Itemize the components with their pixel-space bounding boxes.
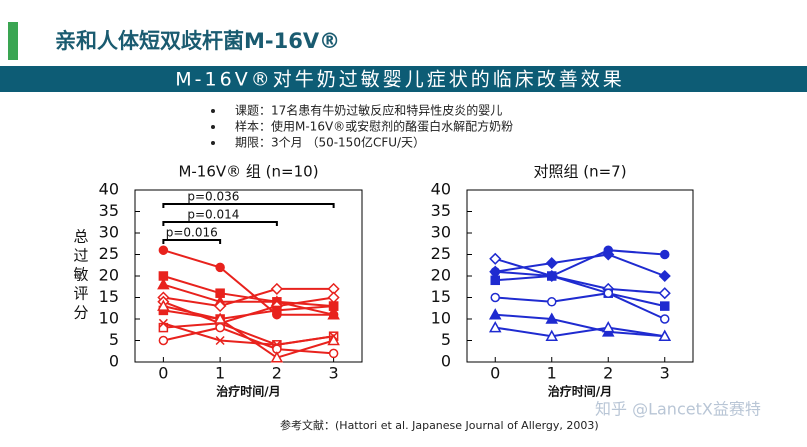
x-tick-label: 1	[547, 364, 557, 383]
y-tick-label: 30	[431, 223, 451, 242]
marker	[545, 257, 558, 270]
banner-title: M-16V®对牛奶过敏婴儿症状的临床改善效果	[175, 69, 624, 91]
series-line	[163, 287, 334, 308]
y-tick-label: 35	[431, 201, 451, 220]
watermark: 知乎 @LancetX益赛特	[595, 400, 761, 419]
series-line	[495, 326, 665, 338]
marker	[547, 271, 557, 281]
bullet-dot	[211, 125, 215, 129]
y-tick-label: 10	[99, 309, 119, 328]
x-axis-label: 治疗时间/月	[216, 384, 280, 399]
bullet-dot	[211, 109, 215, 113]
marker	[327, 291, 340, 304]
marker	[601, 321, 615, 333]
y-tick-label: 5	[441, 330, 451, 349]
accent-bar	[8, 22, 18, 60]
marker	[603, 288, 613, 298]
series-line	[495, 274, 665, 308]
marker	[660, 249, 670, 260]
marker	[488, 321, 502, 333]
marker	[489, 265, 502, 278]
p-value: p=0.014	[187, 208, 239, 222]
series-line	[163, 305, 334, 359]
x-tick-label: 2	[603, 364, 613, 383]
marker	[547, 297, 557, 307]
marker	[658, 287, 671, 300]
chart-title: M-16V® 组 (n=10)	[178, 163, 318, 181]
x-tick-label: 1	[215, 364, 225, 383]
y-tick-label: 10	[431, 309, 451, 328]
marker	[489, 252, 502, 265]
y-tick-label: 35	[99, 201, 119, 220]
y-axis-label: 总过敏评分	[72, 229, 90, 324]
y-tick-label: 40	[431, 180, 451, 199]
series-line	[495, 292, 666, 320]
marker	[327, 333, 340, 346]
x-tick-label: 3	[329, 364, 339, 383]
bullet-text: 课题：17名患有牛奶过敏反应和特异性皮炎的婴儿	[235, 103, 502, 118]
y-tick-label: 20	[431, 266, 451, 285]
marker	[490, 292, 500, 303]
y-tick-label: 25	[431, 244, 451, 263]
y-tick-label: 25	[99, 244, 119, 263]
marker	[214, 300, 227, 313]
y-tick-label: 15	[99, 287, 119, 306]
significance-bracket	[162, 221, 278, 226]
marker	[158, 318, 168, 328]
series-line	[163, 305, 334, 321]
marker	[328, 348, 339, 359]
y-tick-label: 15	[431, 287, 451, 306]
marker	[660, 301, 670, 311]
x-tick-label: 0	[490, 364, 500, 383]
x-tick-label: 3	[660, 364, 670, 383]
marker	[545, 329, 559, 341]
marker	[213, 312, 227, 324]
marker	[215, 322, 225, 333]
x-axis-label: 治疗时间/月	[548, 384, 612, 399]
series-line	[495, 249, 665, 278]
marker	[327, 308, 340, 320]
y-tick-label: 5	[109, 330, 119, 349]
y-tick-label: 0	[109, 352, 119, 371]
marker	[158, 245, 169, 255]
y-tick-label: 0	[441, 352, 451, 371]
marker	[215, 335, 225, 346]
bullet-text: 样本：使用M-16V®或安慰剂的酪蛋白水解配方奶粉	[235, 119, 513, 134]
series-line	[163, 322, 334, 346]
series-line	[495, 313, 665, 338]
bullet-text: 期限：3个月 （50-150亿CFU/天）	[235, 135, 425, 150]
marker	[602, 248, 615, 261]
marker	[157, 278, 170, 290]
marker	[660, 314, 670, 324]
marker	[658, 269, 671, 283]
x-tick-label: 2	[272, 364, 282, 383]
marker	[658, 329, 672, 341]
marker	[272, 305, 282, 316]
x-tick-label: 0	[158, 364, 168, 383]
chart-title: 对照组 (n=7)	[533, 163, 626, 181]
p-value: p=0.036	[187, 190, 239, 204]
significance-bracket	[162, 239, 222, 244]
y-tick-label: 30	[99, 223, 119, 242]
y-tick-label: 20	[99, 266, 119, 285]
reference: 参考文献：(Hattori et al. Japanese Journal of…	[280, 418, 599, 432]
marker	[158, 335, 169, 346]
marker	[328, 301, 339, 311]
bullet-dot	[211, 141, 215, 145]
marker	[488, 308, 502, 320]
marker	[545, 312, 559, 324]
p-value: p=0.016	[166, 226, 218, 240]
banner	[0, 66, 807, 92]
significance-bracket	[162, 203, 335, 208]
series-line	[495, 253, 666, 277]
marker	[270, 282, 283, 295]
series-line	[163, 249, 334, 316]
marker	[157, 299, 170, 311]
y-tick-label: 40	[99, 180, 119, 199]
slide-title: 亲和人体短双歧杆菌M-16V®	[55, 29, 340, 53]
marker	[270, 351, 284, 363]
marker	[215, 262, 225, 273]
marker	[490, 275, 500, 286]
